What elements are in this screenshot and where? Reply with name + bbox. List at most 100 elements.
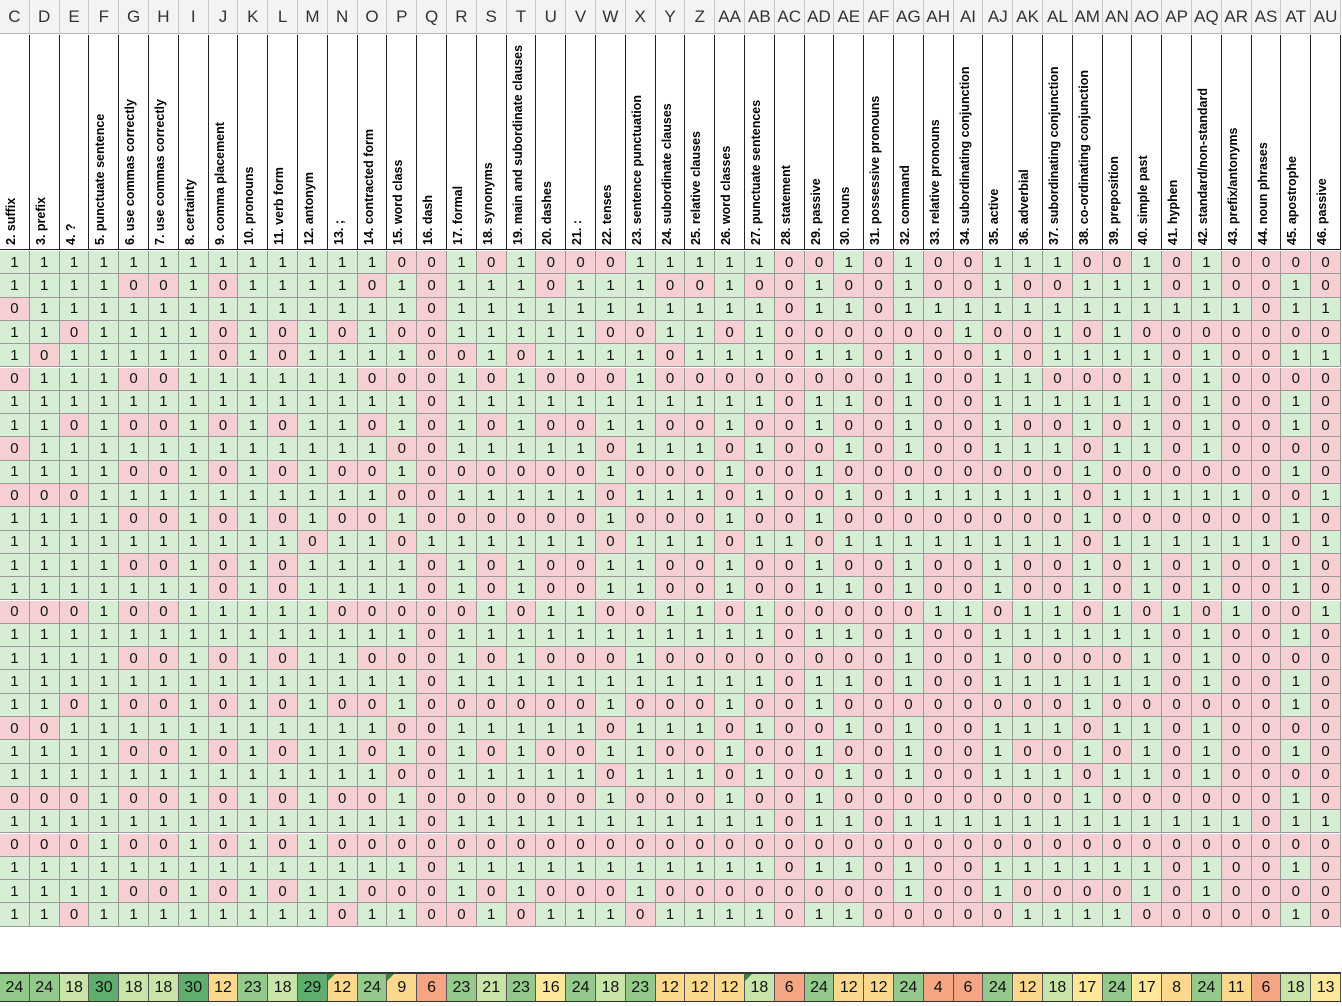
score-cell[interactable]: 0	[417, 553, 447, 578]
score-cell[interactable]: 1	[1132, 390, 1163, 415]
score-cell[interactable]: 1	[119, 344, 149, 368]
column-header-an[interactable]: AN	[1102, 0, 1133, 34]
score-cell[interactable]: 0	[953, 786, 984, 811]
score-cell[interactable]: 1	[715, 460, 745, 484]
score-cell[interactable]: 1	[238, 786, 269, 811]
score-cell[interactable]: 1	[447, 856, 477, 881]
score-cell[interactable]: 1	[625, 717, 656, 741]
score-cell[interactable]: 1	[1072, 623, 1103, 648]
score-cell[interactable]: 0	[804, 763, 835, 787]
score-cell[interactable]: 1	[238, 880, 269, 904]
score-cell[interactable]: 0	[774, 320, 805, 345]
score-cell[interactable]: 1	[894, 717, 924, 741]
score-cell[interactable]: 1	[834, 344, 865, 368]
score-cell[interactable]: 0	[685, 577, 716, 601]
score-cell[interactable]: 0	[745, 577, 775, 601]
score-cell[interactable]: 1	[745, 810, 775, 834]
score-cell[interactable]: 0	[864, 647, 894, 671]
score-cell[interactable]: 1	[417, 530, 447, 554]
score-cell[interactable]: 1	[447, 530, 477, 554]
score-cell[interactable]: 1	[566, 670, 596, 694]
score-cell[interactable]: 1	[357, 810, 388, 834]
score-cell[interactable]: 0	[447, 507, 477, 531]
score-cell[interactable]: 1	[1132, 251, 1163, 275]
score-cell[interactable]: 0	[268, 507, 298, 531]
score-cell[interactable]: 0	[1311, 437, 1341, 461]
score-cell[interactable]: 0	[894, 693, 924, 717]
score-cell[interactable]: 1	[685, 530, 716, 554]
score-cell[interactable]: 0	[1311, 390, 1341, 415]
score-cell[interactable]: 0	[655, 647, 686, 671]
score-cell[interactable]: 0	[1072, 833, 1103, 857]
score-cell[interactable]: 1	[655, 810, 686, 834]
score-cell[interactable]: 1	[1043, 297, 1073, 321]
score-cell[interactable]: 0	[864, 274, 894, 298]
score-cell[interactable]: 1	[0, 856, 30, 881]
score-cell[interactable]: 0	[1043, 786, 1073, 811]
score-cell[interactable]: 0	[774, 670, 805, 694]
score-cell[interactable]: 0	[1251, 810, 1282, 834]
score-cell[interactable]: 1	[89, 414, 120, 438]
score-cell[interactable]: 1	[119, 856, 149, 881]
score-cell[interactable]: 0	[476, 460, 507, 484]
score-cell[interactable]: 1	[685, 484, 716, 508]
score-cell[interactable]: 0	[1102, 740, 1133, 764]
score-cell[interactable]: 1	[1221, 297, 1252, 321]
total-cell[interactable]: 24	[804, 972, 835, 1002]
score-cell[interactable]: 0	[953, 460, 984, 484]
score-cell[interactable]: 0	[1251, 484, 1282, 508]
score-cell[interactable]: 0	[476, 553, 507, 578]
score-cell[interactable]: 0	[745, 460, 775, 484]
score-cell[interactable]: 1	[1281, 553, 1312, 578]
score-cell[interactable]: 0	[1311, 251, 1341, 275]
score-cell[interactable]: 1	[357, 530, 388, 554]
score-cell[interactable]: 1	[357, 484, 388, 508]
score-cell[interactable]: 0	[566, 740, 596, 764]
score-cell[interactable]: 1	[387, 670, 418, 694]
score-cell[interactable]: 1	[715, 507, 745, 531]
score-cell[interactable]: 1	[596, 810, 626, 834]
score-cell[interactable]: 1	[923, 297, 954, 321]
score-cell[interactable]: 1	[804, 344, 835, 368]
score-cell[interactable]: 0	[119, 274, 149, 298]
score-cell[interactable]: 1	[1043, 600, 1073, 624]
score-cell[interactable]: 1	[894, 577, 924, 601]
score-cell[interactable]: 1	[387, 390, 418, 415]
score-cell[interactable]: 0	[834, 414, 865, 438]
score-cell[interactable]: 0	[447, 344, 477, 368]
score-cell[interactable]: 1	[327, 251, 358, 275]
score-cell[interactable]: 0	[1281, 320, 1312, 345]
score-cell[interactable]: 0	[1251, 320, 1282, 345]
score-cell[interactable]: 1	[983, 670, 1014, 694]
score-cell[interactable]: 0	[1221, 763, 1252, 787]
score-cell[interactable]: 1	[1162, 297, 1192, 321]
score-cell[interactable]: 1	[834, 717, 865, 741]
score-cell[interactable]: 0	[953, 903, 984, 927]
score-cell[interactable]: 0	[715, 600, 745, 624]
score-cell[interactable]: 1	[0, 880, 30, 904]
score-cell[interactable]: 1	[715, 414, 745, 438]
score-cell[interactable]: 1	[1102, 623, 1133, 648]
score-cell[interactable]: 0	[1162, 320, 1192, 345]
total-cell[interactable]: 18	[149, 972, 179, 1002]
score-cell[interactable]: 0	[953, 856, 984, 881]
score-cell[interactable]: 0	[774, 437, 805, 461]
score-cell[interactable]: 1	[0, 507, 30, 531]
score-cell[interactable]: 0	[417, 623, 447, 648]
score-cell[interactable]: 1	[178, 856, 209, 881]
score-cell[interactable]: 1	[1013, 856, 1043, 881]
score-cell[interactable]: 1	[0, 647, 30, 671]
score-cell[interactable]: 1	[536, 530, 567, 554]
score-cell[interactable]: 0	[1013, 833, 1043, 857]
score-cell[interactable]: 1	[29, 251, 60, 275]
score-cell[interactable]: 1	[894, 390, 924, 415]
score-cell[interactable]: 1	[59, 507, 90, 531]
score-cell[interactable]: 0	[1013, 274, 1043, 298]
score-cell[interactable]: 1	[1102, 530, 1133, 554]
score-cell[interactable]: 1	[923, 810, 954, 834]
score-cell[interactable]: 1	[268, 297, 298, 321]
score-cell[interactable]: 0	[1162, 670, 1192, 694]
score-cell[interactable]: 0	[1162, 647, 1192, 671]
score-cell[interactable]: 0	[1043, 507, 1073, 531]
score-cell[interactable]: 0	[774, 297, 805, 321]
